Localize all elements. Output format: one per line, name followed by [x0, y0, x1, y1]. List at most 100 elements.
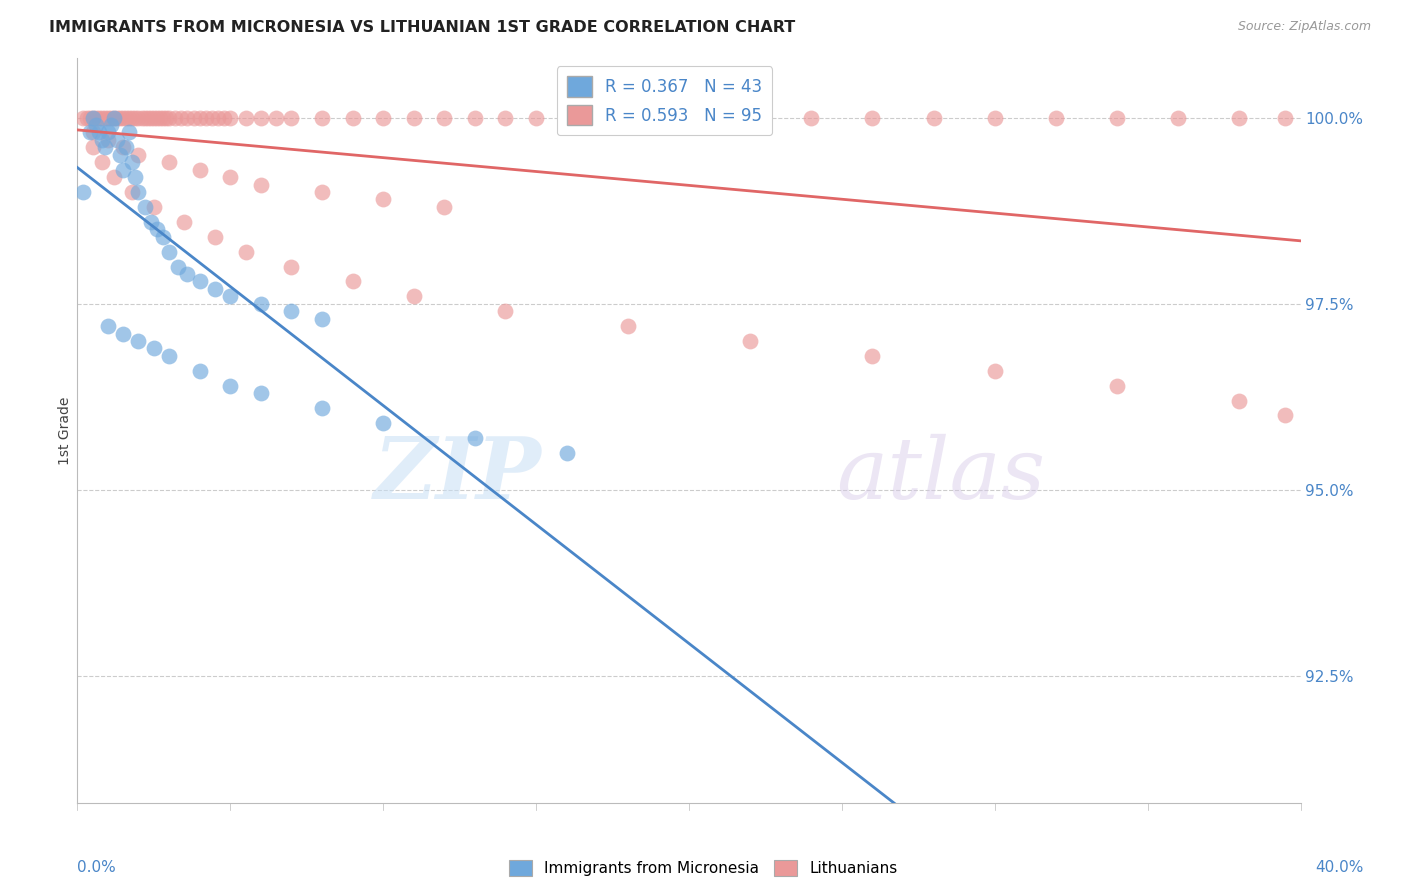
Point: [188, 162, 211, 177]
Text: IMMIGRANTS FROM MICRONESIA VS LITHUANIAN 1ST GRADE CORRELATION CHART: IMMIGRANTS FROM MICRONESIA VS LITHUANIAN…: [49, 20, 796, 35]
Point: [155, 111, 177, 125]
Point: [103, 111, 125, 125]
Text: Source: ZipAtlas.com: Source: ZipAtlas.com: [1237, 20, 1371, 33]
Point: [105, 133, 128, 147]
Point: [219, 111, 242, 125]
Point: [586, 111, 609, 125]
Point: [142, 200, 165, 214]
Point: [152, 111, 174, 125]
Point: [176, 111, 198, 125]
Point: [103, 170, 125, 185]
Point: [617, 111, 640, 125]
Point: [134, 111, 156, 125]
Point: [128, 185, 150, 199]
Point: [84, 118, 107, 132]
Point: [146, 111, 169, 125]
Point: [1107, 111, 1129, 125]
Point: [90, 155, 112, 169]
Point: [157, 349, 180, 363]
Point: [740, 111, 762, 125]
Point: [176, 267, 198, 281]
Point: [97, 133, 120, 147]
Point: [152, 229, 174, 244]
Point: [128, 148, 150, 162]
Point: [112, 162, 135, 177]
Point: [464, 431, 486, 445]
Point: [82, 111, 104, 125]
Point: [280, 304, 302, 318]
Point: [342, 275, 364, 289]
Point: [433, 200, 456, 214]
Point: [82, 140, 104, 154]
Point: [121, 185, 143, 199]
Point: [115, 111, 138, 125]
Point: [87, 111, 110, 125]
Point: [134, 200, 156, 214]
Point: [862, 111, 884, 125]
Point: [128, 111, 150, 125]
Point: [219, 289, 242, 303]
Point: [105, 111, 128, 125]
Point: [121, 111, 143, 125]
Point: [740, 334, 762, 348]
Point: [157, 244, 180, 259]
Point: [1229, 111, 1251, 125]
Point: [170, 111, 193, 125]
Point: [219, 378, 242, 392]
Point: [1045, 111, 1067, 125]
Text: atlas: atlas: [835, 434, 1045, 516]
Text: 40.0%: 40.0%: [1316, 861, 1364, 875]
Point: [173, 215, 195, 229]
Point: [1107, 378, 1129, 392]
Point: [139, 215, 162, 229]
Point: [678, 111, 700, 125]
Point: [371, 193, 394, 207]
Point: [157, 111, 180, 125]
Point: [235, 244, 257, 259]
Point: [90, 111, 112, 125]
Point: [984, 364, 1007, 378]
Point: [250, 297, 273, 311]
Point: [342, 111, 364, 125]
Point: [97, 125, 120, 139]
Point: [617, 319, 640, 334]
Point: [194, 111, 217, 125]
Point: [188, 364, 211, 378]
Point: [201, 111, 224, 125]
Point: [1274, 111, 1296, 125]
Point: [862, 349, 884, 363]
Point: [112, 326, 135, 341]
Point: [82, 125, 104, 139]
Point: [250, 178, 273, 192]
Point: [311, 401, 333, 415]
Point: [219, 170, 242, 185]
Point: [524, 111, 547, 125]
Point: [922, 111, 945, 125]
Point: [984, 111, 1007, 125]
Point: [204, 282, 226, 296]
Legend: R = 0.367   N = 43, R = 0.593   N = 95: R = 0.367 N = 43, R = 0.593 N = 95: [557, 66, 772, 136]
Point: [112, 140, 135, 154]
Point: [118, 125, 141, 139]
Point: [264, 111, 287, 125]
Point: [402, 111, 425, 125]
Point: [311, 111, 333, 125]
Point: [371, 111, 394, 125]
Point: [165, 111, 187, 125]
Point: [100, 118, 122, 132]
Point: [1167, 111, 1189, 125]
Point: [108, 111, 131, 125]
Legend: Immigrants from Micronesia, Lithuanians: Immigrants from Micronesia, Lithuanians: [502, 855, 904, 882]
Point: [800, 111, 823, 125]
Point: [433, 111, 456, 125]
Point: [79, 111, 101, 125]
Point: [204, 229, 226, 244]
Point: [311, 311, 333, 326]
Point: [112, 111, 135, 125]
Y-axis label: 1st Grade: 1st Grade: [58, 396, 72, 465]
Point: [1229, 393, 1251, 408]
Point: [84, 111, 107, 125]
Point: [311, 185, 333, 199]
Text: 0.0%: 0.0%: [77, 861, 117, 875]
Point: [108, 148, 131, 162]
